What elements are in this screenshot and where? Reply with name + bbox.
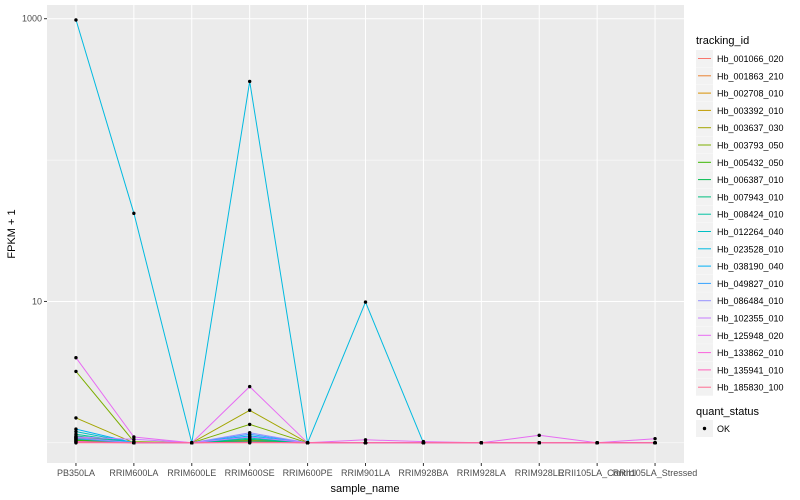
data-point	[74, 356, 78, 360]
data-point	[247, 435, 252, 439]
data-point	[247, 441, 252, 445]
data-point	[74, 429, 78, 434]
x-tick-label: RRIM600SE	[225, 468, 275, 478]
legend-color-entries: Hb_001066_020 Hb_001863_210 Hb_002708_010 H…	[696, 50, 784, 396]
legend-key-point	[702, 426, 707, 431]
data-point	[74, 435, 78, 439]
data-point	[247, 408, 252, 412]
data-points	[74, 18, 657, 445]
data-point	[247, 384, 252, 389]
legend-item-label: Hb_038190_040	[717, 262, 784, 272]
data-point	[74, 18, 78, 22]
legend-item-label: Hb_005432_050	[717, 158, 784, 168]
legend-item-label: Hb_133862_010	[717, 348, 784, 358]
data-point	[363, 300, 368, 304]
data-point	[132, 441, 136, 445]
legend-item-label: Hb_006387_010	[717, 175, 784, 185]
x-axis-title: sample_name	[330, 483, 399, 495]
x-tick-label: RRIM928LA	[457, 468, 506, 478]
legend-shape-entries: OK	[696, 420, 730, 437]
x-tick-label: RRIM928BA	[398, 468, 448, 478]
legend-item-label: Hb_003637_030	[717, 123, 784, 133]
data-point	[190, 441, 194, 445]
legend-item-label: Hb_001066_020	[717, 54, 784, 64]
x-tick-label: RRII105LA_Stressed	[613, 468, 698, 478]
data-point	[305, 441, 310, 445]
data-point	[363, 438, 368, 442]
data-point	[74, 427, 78, 431]
x-tick-label: RRIM928LE	[515, 468, 564, 478]
x-tick-label: RRIM600PE	[283, 468, 333, 478]
legend-item-label: Hb_102355_010	[717, 314, 784, 324]
data-point	[247, 79, 252, 84]
legend-item-label: Hb_023528_010	[717, 244, 784, 254]
data-point	[74, 432, 78, 436]
legend-color-title: tracking_id	[696, 35, 749, 47]
legend: tracking_id Hb_001066_020Hb_001863_210Hb…	[696, 35, 784, 437]
x-tick-label: RRIM901LA	[341, 468, 390, 478]
legend-item-label: Hb_001863_210	[717, 71, 784, 81]
legend-item-label: Hb_125948_020	[717, 331, 784, 341]
x-tick-label: RRIM600LA	[109, 468, 158, 478]
x-axis-ticks: PB350LA RRIM600LA RRIM600LE RRIM600SE RRIM60…	[57, 463, 697, 478]
x-tick-label: RRIM600LE	[167, 468, 216, 478]
data-point	[74, 441, 78, 445]
data-point	[653, 436, 657, 441]
data-point	[247, 422, 252, 427]
legend-item-label: Hb_135941_010	[717, 365, 784, 375]
y-axis-title: FPKM + 1	[6, 209, 18, 258]
legend-item-label: Hb_086484_010	[717, 296, 784, 306]
data-point	[595, 441, 599, 445]
y-axis-ticks: 10 1000	[22, 14, 47, 306]
x-tick-label: RRII105LA_Control	[558, 468, 636, 478]
x-tick-label: PB350LA	[57, 468, 95, 478]
legend-item-label: Hb_049827_010	[717, 279, 784, 289]
data-point	[132, 435, 136, 439]
legend-item-label: Hb_012264_040	[717, 227, 784, 237]
data-point	[653, 441, 657, 445]
data-point	[74, 416, 78, 420]
y-tick-label: 1000	[22, 14, 42, 24]
legend-item-label: Hb_007943_010	[717, 192, 784, 202]
data-point	[363, 441, 368, 445]
data-point	[421, 441, 426, 445]
legend-item-label: Hb_008424_010	[717, 210, 784, 220]
y-tick-label: 10	[32, 296, 42, 306]
data-point	[132, 211, 136, 216]
data-point	[537, 433, 541, 438]
legend-item-label: Hb_185830_100	[717, 383, 784, 393]
legend-item-label: OK	[717, 424, 730, 434]
data-point	[247, 430, 252, 435]
data-point	[479, 441, 484, 445]
legend-shape-title: quant_status	[696, 406, 759, 418]
data-point	[537, 441, 541, 445]
legend-item-label: Hb_002708_010	[717, 89, 784, 99]
legend-item-label: Hb_003392_010	[717, 106, 784, 116]
data-point	[74, 369, 78, 374]
legend-item-label: Hb_003793_050	[717, 141, 784, 151]
